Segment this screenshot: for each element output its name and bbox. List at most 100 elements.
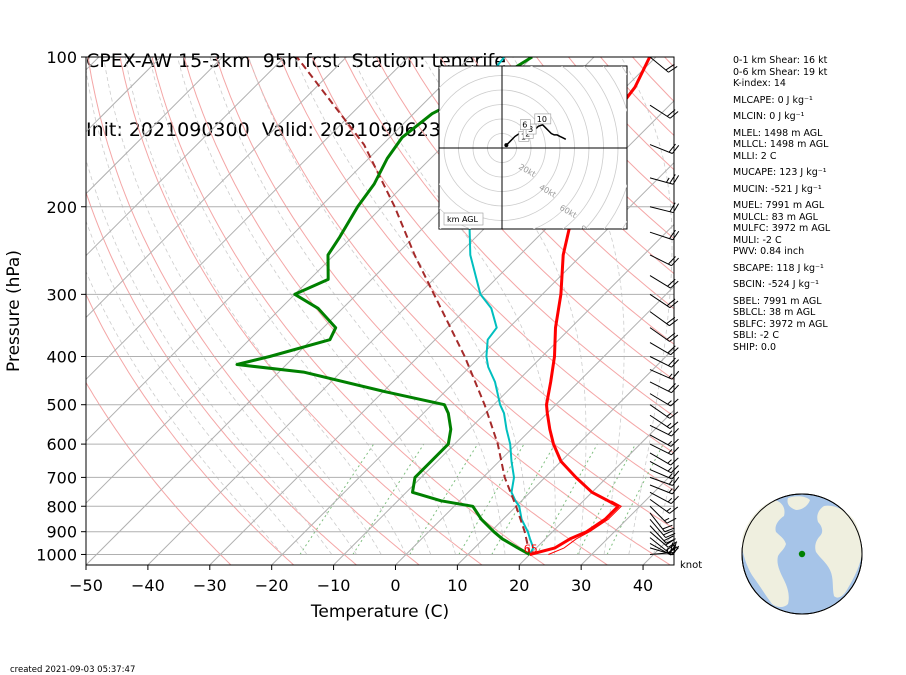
y-axis-label: Pressure (hPa) xyxy=(4,250,24,372)
parameter-line: MULI: -2 C xyxy=(733,234,782,246)
dry-adiabat-line xyxy=(151,57,546,565)
wind-barb xyxy=(649,469,680,480)
barb-staff xyxy=(649,254,672,267)
moist-adiabat-line xyxy=(124,57,407,555)
barb-staff xyxy=(649,311,670,327)
barb-staff xyxy=(649,177,674,185)
dry-adiabat-line xyxy=(86,381,232,565)
plot-frame xyxy=(85,56,675,566)
x-tick-label: −40 xyxy=(131,576,165,595)
moist-adiabat-line xyxy=(512,57,625,555)
barb-staff xyxy=(649,525,667,544)
hodograph-ring-label: 80kt xyxy=(579,224,599,241)
barb-full xyxy=(668,66,678,73)
wind-barb xyxy=(649,56,678,73)
y-tick-label: 300 xyxy=(46,285,77,304)
virtual-temperature-line xyxy=(548,500,622,555)
parameter-line: SHIP: 0.0 xyxy=(733,341,777,353)
wind-barb xyxy=(649,491,679,505)
barb-full xyxy=(671,145,680,154)
y-tick-label: 500 xyxy=(46,396,77,415)
x-axis-label: Temperature (C) xyxy=(310,602,449,622)
barb-staff xyxy=(649,206,674,214)
moist-adiabat-line xyxy=(422,57,587,555)
barb-staff xyxy=(649,519,666,538)
wind-barb xyxy=(649,434,679,447)
parameter-line: MUCIN: -521 J kg⁻¹ xyxy=(733,183,822,195)
barb-staff xyxy=(649,512,666,533)
y-tick-label: 600 xyxy=(46,435,77,454)
barb-half xyxy=(667,459,672,464)
barb-half xyxy=(666,412,672,417)
barb-staff xyxy=(649,393,671,407)
parameter-line: MUCAPE: 123 J kg⁻¹ xyxy=(733,167,827,178)
barb-half xyxy=(668,373,673,379)
barb-staff xyxy=(649,531,669,548)
barb-half xyxy=(668,479,673,485)
barb-half xyxy=(664,517,670,522)
barb-staff xyxy=(649,491,672,505)
barb-half xyxy=(667,430,673,435)
wind-barb xyxy=(649,369,680,380)
x-tick-label: 40 xyxy=(633,576,653,595)
parameter-line: MLLI: 2 C xyxy=(733,150,777,162)
parameter-line: MLLCL: 1498 m AGL xyxy=(733,139,829,150)
hodograph-inset: 20kt40kt60kt80kt123610km AGL xyxy=(438,65,628,241)
barb-staff xyxy=(649,498,670,514)
parameters-panel: 0-1 km Shear: 16 kt 0-6 km Shear: 19 kt K-… xyxy=(733,55,830,353)
wind-barb xyxy=(649,452,679,466)
y-tick-label: 1000 xyxy=(36,545,77,564)
hodograph-units-label: km AGL xyxy=(447,215,479,224)
wind-barb xyxy=(649,484,680,495)
hodograph-start-point xyxy=(504,143,509,148)
moist-adiabat-line xyxy=(86,67,357,555)
y-tick-label: 100 xyxy=(46,48,77,67)
globe-land-uk xyxy=(821,511,828,518)
y-tick-label: 800 xyxy=(46,497,77,516)
hodograph-units-box xyxy=(443,212,484,226)
dry-adiabat-line xyxy=(343,57,674,417)
x-tick-label: 20 xyxy=(509,576,529,595)
isotherm-line xyxy=(209,100,674,565)
isotherm-line xyxy=(86,57,471,442)
barb-staff xyxy=(649,104,671,119)
barb-staff xyxy=(649,414,671,429)
barb-full xyxy=(671,370,680,380)
moist-adiabat-line xyxy=(149,57,432,555)
barb-full xyxy=(665,544,675,551)
barb-full xyxy=(663,535,674,542)
dry-adiabat-line xyxy=(311,57,674,454)
barb-staff xyxy=(649,342,671,356)
y-tick-label: 400 xyxy=(46,348,77,367)
dry-adiabat-line xyxy=(86,190,357,565)
dry-adiabat-line xyxy=(279,57,674,492)
parameter-line: 0-6 km Shear: 19 kt xyxy=(733,66,828,78)
barb-full xyxy=(671,485,680,495)
dry-adiabat-line xyxy=(407,57,674,345)
parameter-line: MLEL: 1498 m AGL xyxy=(733,127,823,139)
isotherm-line xyxy=(580,471,674,565)
isotherm-line xyxy=(86,57,223,195)
barb-half xyxy=(667,400,672,405)
mixing-ratio-line xyxy=(577,443,636,555)
dry-adiabat-line xyxy=(439,57,674,310)
barb-staff xyxy=(649,424,672,437)
isotherm-line xyxy=(86,57,409,381)
barb-staff xyxy=(649,381,672,394)
barb-staff xyxy=(649,404,671,419)
parameter-line: SBEL: 7991 m AGL xyxy=(733,295,822,307)
isotherm-line xyxy=(333,223,674,565)
parameter-line: MULCL: 83 m AGL xyxy=(733,211,818,223)
barb-staff xyxy=(649,460,672,474)
moist-adiabat-line xyxy=(177,57,456,555)
barb-staff xyxy=(649,293,671,309)
station-marker xyxy=(798,550,806,558)
x-tick-label: −50 xyxy=(69,576,103,595)
barb-full xyxy=(668,546,678,554)
dry-adiabat-line xyxy=(119,57,483,565)
barb-full xyxy=(670,547,679,556)
parameter-line: K-index: 14 xyxy=(733,78,786,89)
mixing-ratio-line xyxy=(352,443,425,555)
moist-adiabat-line xyxy=(209,57,481,555)
